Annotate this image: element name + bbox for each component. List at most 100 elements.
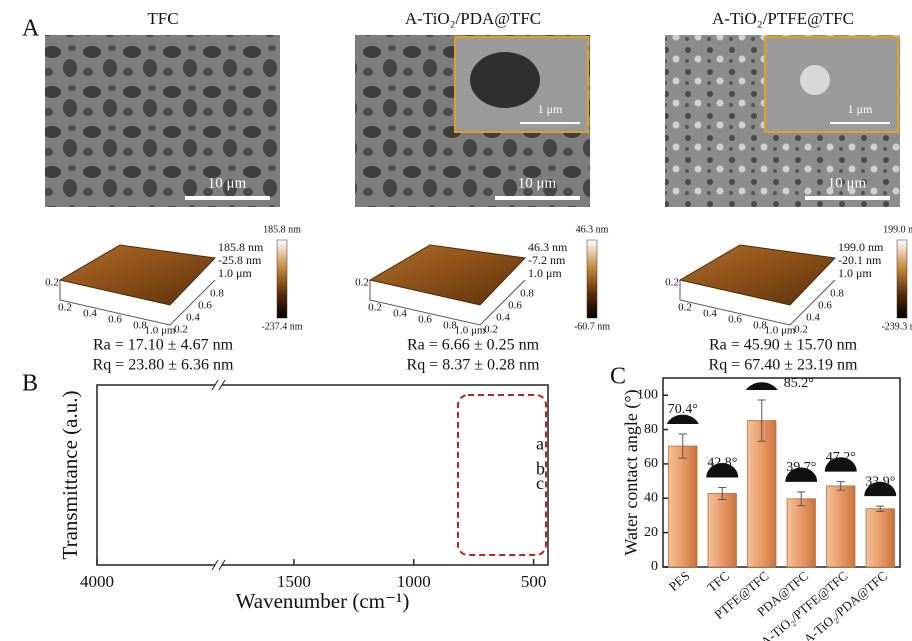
panel-label: C <box>610 364 626 390</box>
afm-z-label: 1.0 μm <box>528 266 562 280</box>
afm-axis-label: 0.6 <box>198 300 212 312</box>
afm-axis-label: 0.2 <box>678 302 692 314</box>
x-tick-label: TFC <box>704 568 732 595</box>
afm-z-label: 1.0 μm <box>218 266 252 280</box>
bar <box>669 446 697 567</box>
roughness-ra: Ra = 45.90 ± 15.70 nm <box>709 337 858 354</box>
afm-axis-label: 0.8 <box>830 288 844 300</box>
inset-image <box>765 37 898 132</box>
afm-z-label: -7.2 nm <box>528 253 566 267</box>
series-label: c <box>536 473 544 493</box>
colorbar <box>277 240 287 318</box>
y-tick-label: 0 <box>651 559 658 574</box>
afm-axis-label: 1.0 μm <box>145 325 176 337</box>
afm-axis-label: 0.4 <box>393 308 407 320</box>
value-label: 33.9° <box>865 474 895 489</box>
colorbar-max: 46.3 nm <box>576 224 609 235</box>
figure: ATFC10 μm185.8 nm-25.8 nm1.0 μm0.20.20.4… <box>0 0 912 641</box>
droplet-icon <box>746 382 778 390</box>
series-label: a <box>536 434 544 454</box>
bar <box>866 509 894 567</box>
colorbar-min: -239.3 nm <box>881 321 912 332</box>
roughness-rq: Rq = 67.40 ± 23.19 nm <box>709 357 858 374</box>
value-label: 70.4° <box>668 402 698 417</box>
afm-z-label: 1.0 μm <box>838 266 872 280</box>
afm-axis-label: 0.2 <box>174 324 188 336</box>
afm-axis-label: 0.2 <box>794 324 808 336</box>
value-label: 47.2° <box>826 450 856 465</box>
panel-title: A-TiO₂/PDA@TFC <box>405 9 541 28</box>
afm-axis-label: 0.6 <box>818 300 832 312</box>
afm-surface <box>680 245 835 305</box>
x-tick-label: PES <box>666 568 693 594</box>
afm-z-label: -25.8 nm <box>218 253 262 267</box>
afm-z-label: -20.1 nm <box>838 253 882 267</box>
x-tick-label: 500 <box>521 572 547 591</box>
afm-axis-label: 0.4 <box>703 308 717 320</box>
value-label: 85.2° <box>784 376 814 391</box>
roughness-rq: Rq = 23.80 ± 6.36 nm <box>93 357 234 374</box>
afm-axis-label: 0.2 <box>58 302 72 314</box>
colorbar-max: 185.8 nm <box>263 224 301 235</box>
colorbar-min: -237.4 nm <box>261 321 302 332</box>
panel-title: A-TiO₂/PTFE@TFC <box>712 9 854 28</box>
afm-axis-label: 0.2 <box>45 277 59 289</box>
highlight-box <box>458 395 546 555</box>
colorbar <box>587 240 597 318</box>
colorbar-max: 199.0 nm <box>883 224 912 235</box>
afm-z-label: 199.0 nm <box>838 240 884 254</box>
bar <box>708 493 736 567</box>
plot-frame <box>97 385 548 565</box>
y-tick-label: 80 <box>644 422 658 437</box>
roughness-ra: Ra = 6.66 ± 0.25 nm <box>407 337 540 354</box>
bar <box>787 499 815 567</box>
afm-z-label: 46.3 nm <box>528 240 568 254</box>
axis-break <box>215 561 222 569</box>
afm-surface <box>370 245 525 305</box>
afm-axis-label: 0.6 <box>418 314 432 326</box>
scale-bar-label: 10 μm <box>208 175 247 191</box>
afm-axis-label: 0.6 <box>108 314 122 326</box>
y-tick-label: 20 <box>644 525 658 540</box>
colorbar-min: -60.7 nm <box>574 321 610 332</box>
roughness-ra: Ra = 17.10 ± 4.67 nm <box>93 337 234 354</box>
roughness-rq: Rq = 8.37 ± 0.28 nm <box>407 357 540 374</box>
inset-scale-label: 1 μm <box>538 102 563 116</box>
x-axis-title: Wavenumber (cm⁻¹) <box>236 589 410 613</box>
afm-axis-label: 0.8 <box>210 288 224 300</box>
afm-axis-label: 0.4 <box>496 312 510 324</box>
afm-axis-label: 1.0 μm <box>765 325 796 337</box>
scale-bar-label: 10 μm <box>828 175 867 191</box>
afm-surface <box>60 245 215 305</box>
inset-feature <box>800 65 830 95</box>
afm-axis-label: 0.2 <box>368 302 382 314</box>
afm-axis-label: 1.0 μm <box>455 325 486 337</box>
value-label: 42.8° <box>707 456 737 471</box>
colorbar <box>897 240 907 318</box>
afm-axis-label: 0.2 <box>665 277 679 289</box>
panel-label: B <box>22 371 38 397</box>
panel-title: TFC <box>147 9 178 28</box>
scale-bar-label: 10 μm <box>518 175 557 191</box>
afm-axis-label: 0.4 <box>83 308 97 320</box>
y-axis-title: Water contact angle (°) <box>621 389 642 555</box>
inset-scale-label: 1 μm <box>848 102 873 116</box>
axis-break <box>215 381 222 389</box>
afm-z-label: 185.8 nm <box>218 240 264 254</box>
y-tick-label: 60 <box>644 456 658 471</box>
panel-label: A <box>22 16 40 42</box>
y-axis-title: Transmittance (a.u.) <box>58 391 82 560</box>
bar <box>748 421 776 567</box>
afm-axis-label: 0.6 <box>508 300 522 312</box>
afm-axis-label: 0.2 <box>355 277 369 289</box>
afm-axis-label: 0.4 <box>806 312 820 324</box>
afm-axis-label: 0.2 <box>484 324 498 336</box>
y-tick-label: 40 <box>644 490 658 505</box>
value-label: 39.7° <box>786 460 816 475</box>
afm-axis-label: 0.8 <box>520 288 534 300</box>
inset-feature <box>470 52 540 108</box>
afm-axis-label: 0.6 <box>728 314 742 326</box>
plot-frame <box>663 378 900 567</box>
x-tick-label: 4000 <box>80 572 114 591</box>
afm-axis-label: 0.4 <box>186 312 200 324</box>
